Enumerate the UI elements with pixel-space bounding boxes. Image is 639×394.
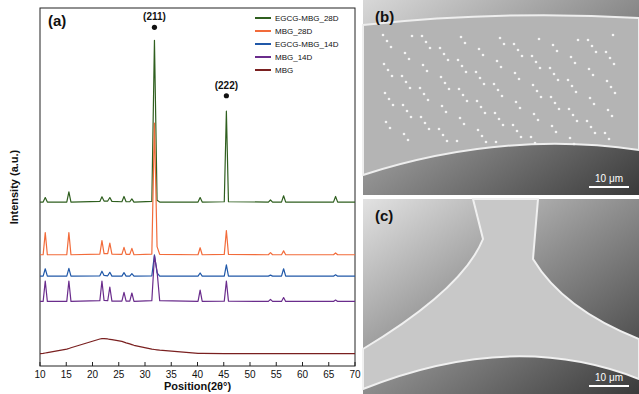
x-tick-label: 70 [349, 369, 361, 380]
sem-image [363, 199, 639, 394]
x-tick-label: 65 [323, 369, 335, 380]
annotation: (222) [215, 80, 238, 91]
legend-swatch [255, 43, 271, 45]
x-tick [328, 362, 329, 366]
scale-bar-label: 10 μm [595, 173, 623, 184]
panel-label: (a) [48, 12, 66, 29]
x-tick-label: 55 [271, 369, 283, 380]
scale-bar [589, 385, 629, 387]
plot-frame [40, 8, 355, 366]
x-tick [92, 362, 93, 366]
legend-entry: MBG [275, 66, 293, 75]
annotation-dot [152, 25, 157, 30]
legend-entry: EGCG-MBG_14D [275, 40, 339, 49]
x-tick-label: 60 [297, 369, 309, 380]
x-tick [197, 362, 198, 366]
x-tick [276, 362, 277, 366]
x-tick-label: 30 [139, 369, 151, 380]
x-axis-label: Position(2θ°) [164, 380, 232, 392]
y-axis-label: Intensity (a.u.) [8, 149, 20, 224]
annotation: (211) [143, 11, 166, 22]
legend-entry: EGCG-MBG_28D [275, 14, 339, 23]
xrd-pattern [40, 40, 355, 202]
legend: EGCG-MBG_28D MBG_28D EGCG-MBG_14D MBG_14D MB… [255, 14, 339, 75]
panel-label: (c) [375, 207, 393, 224]
xrd-pattern [40, 339, 355, 354]
x-tick [40, 362, 41, 366]
annotation-dot [224, 93, 229, 98]
x-tick [302, 362, 303, 366]
x-tick [66, 362, 67, 366]
xrd-pattern [40, 255, 355, 276]
legend-entry: MBG_14D [275, 53, 313, 62]
x-tick-label: 40 [192, 369, 204, 380]
series-group [40, 40, 355, 353]
x-tick-label: 10 [34, 369, 46, 380]
x-tick [250, 362, 251, 366]
legend-swatch [255, 69, 271, 71]
x-tick-label: 35 [166, 369, 178, 380]
x-tick-label: 45 [218, 369, 230, 380]
legend-swatch [255, 17, 271, 19]
x-tick-label: 15 [61, 369, 73, 380]
xrd-pattern [40, 123, 355, 255]
legend-entry: MBG_28D [275, 27, 313, 36]
x-tick-label: 25 [113, 369, 125, 380]
x-tick [355, 362, 356, 366]
x-tick [171, 362, 172, 366]
panel-label: (b) [375, 8, 394, 25]
xrd-pattern [40, 256, 355, 302]
legend-swatch [255, 30, 271, 32]
legend-swatch [255, 56, 271, 58]
x-tick [118, 362, 119, 366]
x-tick [145, 362, 146, 366]
scale-bar [589, 186, 629, 188]
x-tick [223, 362, 224, 366]
scale-bar-label: 10 μm [595, 372, 623, 383]
x-tick-label: 20 [87, 369, 99, 380]
x-tick-label: 50 [244, 369, 256, 380]
sem-image [363, 0, 639, 195]
figure: 10 15 20 25 30 35 40 45 50 55 60 65 70 Position(2θ°) I… [0, 0, 639, 394]
